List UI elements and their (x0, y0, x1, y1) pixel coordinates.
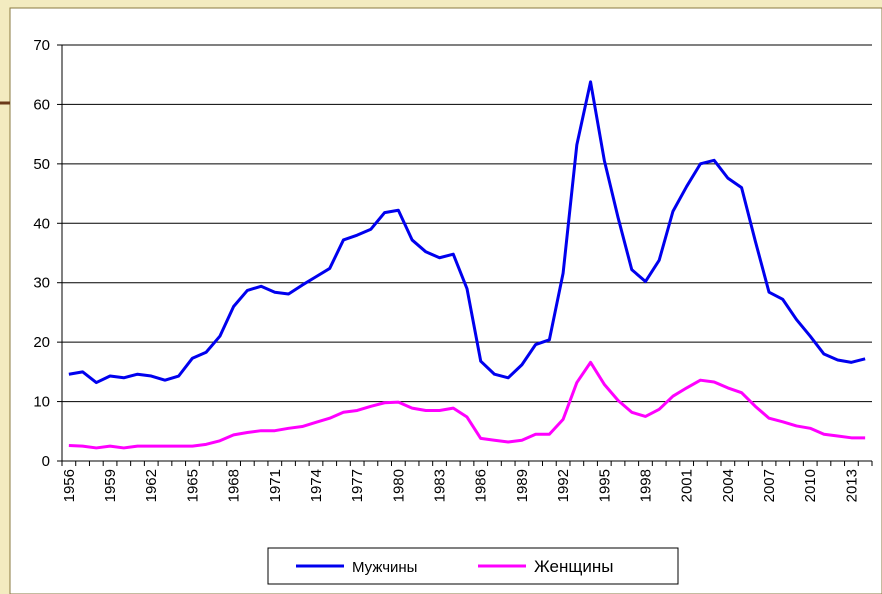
y-tick-label: 40 (33, 215, 50, 232)
x-tick-label: 1971 (267, 469, 284, 502)
x-tick-label: 1998 (637, 469, 654, 502)
y-tick-label: 10 (33, 394, 50, 411)
series-line (68, 360, 866, 450)
y-tick-label: 70 (33, 37, 50, 54)
x-tick-label: 1977 (349, 469, 366, 502)
x-tick-label: 1995 (596, 469, 613, 502)
chart-area (9, 7, 882, 594)
x-tick-label: 1974 (308, 469, 325, 502)
y-tick-label: 0 (42, 453, 50, 470)
legend-label: Мужчины (352, 559, 417, 576)
series-line (68, 80, 866, 385)
y-tick-label: 50 (33, 156, 50, 173)
x-tick-label: 1980 (390, 469, 407, 502)
x-tick-label: 2010 (802, 469, 819, 502)
x-tick-label: 1962 (143, 469, 160, 502)
x-tick-label: 1989 (514, 469, 531, 502)
x-tick-label: 2001 (679, 469, 696, 502)
x-tick-label: 1992 (555, 469, 572, 502)
x-tick-label: 1959 (102, 469, 119, 502)
x-tick-label: 2004 (720, 469, 737, 502)
x-tick-label: 2013 (843, 469, 860, 502)
y-tick-label: 20 (33, 334, 50, 351)
x-tick-label: 1983 (432, 469, 449, 502)
y-tick-label: 30 (33, 275, 50, 292)
x-tick-label: 1968 (226, 469, 243, 502)
x-tick-label: 2007 (761, 469, 778, 502)
x-tick-label: 1965 (184, 469, 201, 502)
x-tick-label: 1956 (61, 469, 78, 502)
y-tick-label: 60 (33, 96, 50, 113)
x-tick-label: 1986 (473, 469, 490, 502)
legend-box (267, 547, 679, 585)
legend-label: Женщины (534, 557, 613, 576)
